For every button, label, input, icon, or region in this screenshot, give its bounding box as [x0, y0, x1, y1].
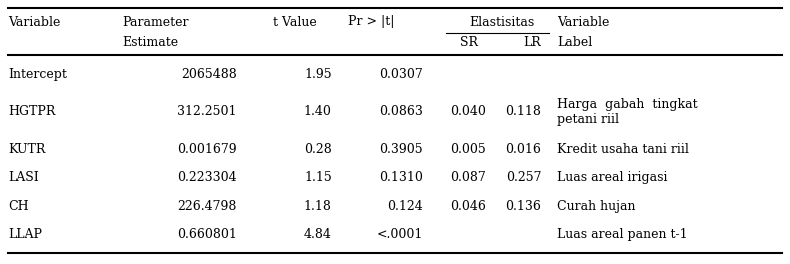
- Text: 1.40: 1.40: [304, 105, 332, 119]
- Text: 0.1310: 0.1310: [378, 171, 423, 185]
- Text: 312.2501: 312.2501: [178, 105, 237, 119]
- Text: 1.15: 1.15: [304, 171, 332, 185]
- Text: KUTR: KUTR: [8, 143, 45, 156]
- Text: 0.136: 0.136: [506, 200, 541, 213]
- Text: Curah hujan: Curah hujan: [557, 200, 635, 213]
- Text: SR: SR: [460, 36, 478, 50]
- Text: Parameter: Parameter: [122, 16, 189, 29]
- Text: 0.046: 0.046: [450, 200, 486, 213]
- Text: 0.28: 0.28: [304, 143, 332, 156]
- Text: 0.005: 0.005: [450, 143, 486, 156]
- Text: LASI: LASI: [8, 171, 39, 185]
- Text: Luas areal irigasi: Luas areal irigasi: [557, 171, 668, 185]
- Text: Elastisitas: Elastisitas: [469, 16, 534, 29]
- Text: Variable: Variable: [557, 16, 609, 29]
- Text: Pr > |t|: Pr > |t|: [348, 16, 394, 29]
- Text: 0.124: 0.124: [387, 200, 423, 213]
- Text: Estimate: Estimate: [122, 36, 179, 50]
- Text: Kredit usaha tani riil: Kredit usaha tani riil: [557, 143, 689, 156]
- Text: Luas areal panen t-1: Luas areal panen t-1: [557, 228, 687, 241]
- Text: 1.95: 1.95: [304, 68, 332, 81]
- Text: 0.3905: 0.3905: [379, 143, 423, 156]
- Text: t Value: t Value: [273, 16, 316, 29]
- Text: 0.087: 0.087: [450, 171, 486, 185]
- Text: 0.223304: 0.223304: [178, 171, 237, 185]
- Text: Intercept: Intercept: [8, 68, 67, 81]
- Text: 1.18: 1.18: [304, 200, 332, 213]
- Text: 0.0307: 0.0307: [379, 68, 423, 81]
- Text: 0.257: 0.257: [506, 171, 541, 185]
- Text: Label: Label: [557, 36, 592, 50]
- Text: 4.84: 4.84: [304, 228, 332, 241]
- Text: 2065488: 2065488: [181, 68, 237, 81]
- Text: 0.660801: 0.660801: [177, 228, 237, 241]
- Text: 0.0863: 0.0863: [378, 105, 423, 119]
- Text: LLAP: LLAP: [8, 228, 42, 241]
- Text: 0.001679: 0.001679: [178, 143, 237, 156]
- Text: LR: LR: [524, 36, 541, 50]
- Text: Harga  gabah  tingkat
petani riil: Harga gabah tingkat petani riil: [557, 98, 698, 126]
- Text: 0.040: 0.040: [450, 105, 486, 119]
- Text: Variable: Variable: [8, 16, 60, 29]
- Text: CH: CH: [8, 200, 28, 213]
- Text: HGTPR: HGTPR: [8, 105, 55, 119]
- Text: 226.4798: 226.4798: [178, 200, 237, 213]
- Text: 0.016: 0.016: [506, 143, 541, 156]
- Text: <.0001: <.0001: [376, 228, 423, 241]
- Text: 0.118: 0.118: [506, 105, 541, 119]
